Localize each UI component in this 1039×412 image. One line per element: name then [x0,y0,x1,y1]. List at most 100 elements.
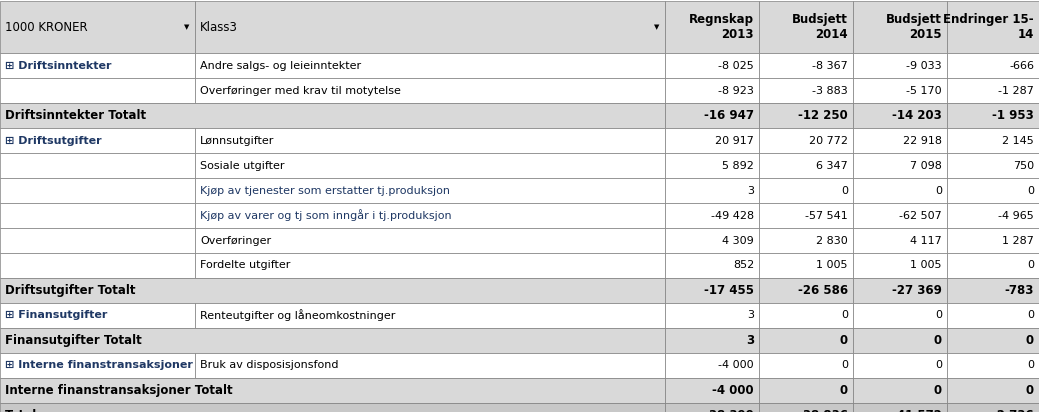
Bar [760,103,853,128]
Bar [195,353,665,378]
Text: 852: 852 [732,260,754,271]
Text: 1 005: 1 005 [817,260,848,271]
Text: 3: 3 [747,311,754,321]
Bar [853,153,947,178]
Bar [760,353,853,378]
Bar [853,103,947,128]
Bar [195,53,665,78]
Text: -5 170: -5 170 [906,86,942,96]
Text: 0: 0 [1027,260,1034,271]
Bar [947,203,1039,228]
Text: 6 347: 6 347 [817,161,848,171]
Text: ⊞ Finansutgifter: ⊞ Finansutgifter [5,311,107,321]
Bar [665,78,760,103]
Text: 0: 0 [840,334,848,347]
Text: Driftsutgifter Totalt: Driftsutgifter Totalt [5,284,135,297]
Bar [853,253,947,278]
Bar [760,53,853,78]
Text: -4 965: -4 965 [998,211,1034,220]
Bar [760,303,853,328]
Bar [853,378,947,403]
Text: -16 947: -16 947 [704,109,754,122]
Bar [853,78,947,103]
Bar [0,228,195,253]
Bar [665,278,760,303]
Bar [947,253,1039,278]
Bar [665,353,760,378]
Bar [0,78,195,103]
Bar [0,178,195,203]
Text: 20 772: 20 772 [809,136,848,145]
Bar [665,128,760,153]
Text: Overføringer med krav til motytelse: Overføringer med krav til motytelse [199,86,401,96]
Bar [760,78,853,103]
Bar [760,278,853,303]
Bar [947,128,1039,153]
Text: -27 369: -27 369 [893,284,942,297]
Text: -1 953: -1 953 [992,109,1034,122]
Bar [947,353,1039,378]
Bar [0,128,195,153]
Bar [947,53,1039,78]
Bar [665,103,760,128]
Bar [853,403,947,412]
Text: -57 541: -57 541 [805,211,848,220]
Bar [853,353,947,378]
Bar [0,253,195,278]
Text: -41 572: -41 572 [893,409,942,412]
Bar [195,153,665,178]
Bar [195,1,665,53]
Text: -8 025: -8 025 [718,61,754,70]
Bar [947,153,1039,178]
Bar [947,78,1039,103]
Text: ▼: ▼ [655,24,660,30]
Bar [947,303,1039,328]
Text: Fordelte utgifter: Fordelte utgifter [199,260,290,271]
Text: -2 736: -2 736 [992,409,1034,412]
Bar [665,253,760,278]
Text: 0: 0 [1027,185,1034,196]
Bar [195,78,665,103]
Bar [0,203,195,228]
Text: 3: 3 [746,334,754,347]
Text: 22 918: 22 918 [903,136,942,145]
Bar [0,53,195,78]
Bar [947,403,1039,412]
Text: ⊞ Driftsutgifter: ⊞ Driftsutgifter [5,136,102,145]
Text: -3 883: -3 883 [812,86,848,96]
Text: 0: 0 [935,185,942,196]
Bar [947,378,1039,403]
Text: 0: 0 [934,334,942,347]
Bar [760,128,853,153]
Text: ▼: ▼ [184,24,190,30]
Bar [665,403,760,412]
Text: Interne finanstransaksjoner Totalt: Interne finanstransaksjoner Totalt [5,384,233,397]
Bar [760,378,853,403]
Bar [195,128,665,153]
Bar [195,228,665,253]
Text: Overføringer: Overføringer [199,236,271,246]
Bar [0,378,665,403]
Text: 0: 0 [934,384,942,397]
Text: 0: 0 [840,384,848,397]
Bar [665,1,760,53]
Bar [665,303,760,328]
Text: -49 428: -49 428 [711,211,754,220]
Text: 2 830: 2 830 [817,236,848,246]
Text: Renteutgifter og låneomkostninger: Renteutgifter og låneomkostninger [199,309,396,321]
Bar [760,228,853,253]
Text: Kjøp av varer og tj som inngår i tj.produksjon: Kjøp av varer og tj som inngår i tj.prod… [199,210,452,222]
Bar [853,203,947,228]
Bar [0,353,195,378]
Text: Kjøp av tjenester som erstatter tj.produksjon: Kjøp av tjenester som erstatter tj.produ… [199,185,450,196]
Text: -26 586: -26 586 [798,284,848,297]
Text: 5 892: 5 892 [722,161,754,171]
Text: 1 005: 1 005 [910,260,942,271]
Text: Bruk av disposisjonsfond: Bruk av disposisjonsfond [199,360,339,370]
Text: -4 000: -4 000 [713,384,754,397]
Text: Budsjett
2015: Budsjett 2015 [886,13,942,41]
Text: Budsjett
2014: Budsjett 2014 [792,13,848,41]
Bar [0,103,665,128]
Bar [947,103,1039,128]
Text: -12 250: -12 250 [798,109,848,122]
